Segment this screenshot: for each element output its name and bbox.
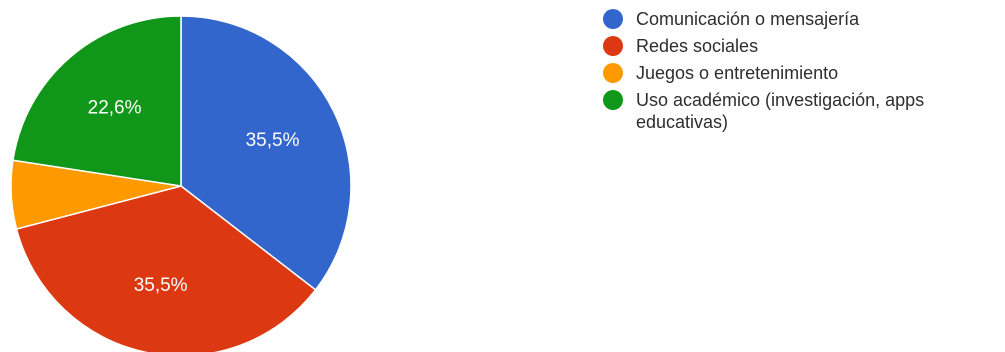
pie-chart-plot: 35,5% 35,5% 22,6% (10, 15, 352, 352)
legend-item-comunicacion[interactable]: Comunicación o mensajería (603, 8, 1003, 30)
pie-slice-2[interactable] (15, 185, 317, 352)
legend-label: Uso académico (investigación, apps educa… (636, 90, 925, 132)
legend-swatch (603, 63, 623, 83)
slice-data-label: 35,5% (134, 275, 188, 296)
legend-item-juegos[interactable]: Juegos o entretenimiento (603, 62, 1003, 84)
legend-swatch (603, 90, 623, 110)
chart-legend: Comunicación o mensajería Redes sociales… (603, 8, 1003, 138)
legend-label: Juegos o entretenimiento (636, 63, 839, 83)
legend-label: Redes sociales (636, 36, 759, 56)
legend-label: Comunicación o mensajería (636, 9, 860, 29)
pie-slices (10, 15, 352, 352)
pie-slice-1[interactable] (180, 15, 352, 291)
legend-item-redes-sociales[interactable]: Redes sociales (603, 35, 1003, 57)
slice-data-label: 22,6% (88, 98, 142, 119)
legend-swatch (603, 36, 623, 56)
pie-slice-labels: 35,5% 35,5% 22,6% (88, 98, 300, 296)
legend-item-uso-academico[interactable]: Uso académico (investigación, apps educa… (603, 89, 1003, 133)
pie-slice-4[interactable] (12, 15, 182, 187)
slice-data-label: 35,5% (246, 130, 300, 151)
legend-swatch (603, 9, 623, 29)
